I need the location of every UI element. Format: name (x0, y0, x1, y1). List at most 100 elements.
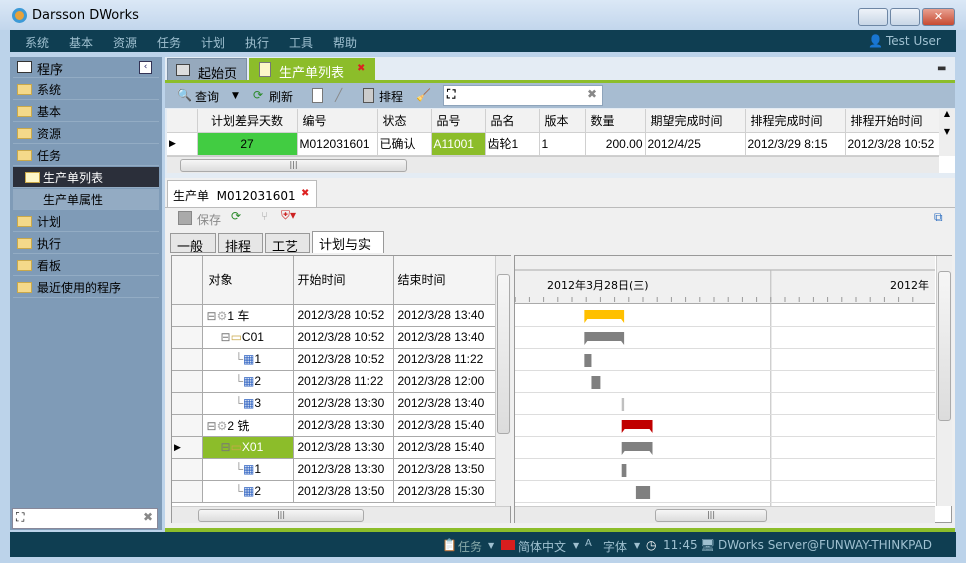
start-time-cell[interactable]: 2012/3/28 11:22 (293, 370, 394, 393)
tree-row[interactable]: ▶ ⊟▭X01 2012/3/28 13:30 2012/3/28 15:40 (172, 436, 495, 459)
tree-node[interactable]: ⊟⚙1 车 (202, 304, 294, 327)
minimize-button[interactable] (858, 8, 888, 26)
start-time-cell[interactable]: 2012/3/28 13:30 (293, 436, 394, 459)
tab-order-list[interactable]: 生产单列表 ✖ (249, 58, 375, 81)
scroll-thumb[interactable]: ||| (655, 509, 767, 522)
sidebar-item[interactable]: 生产单列表 (13, 167, 159, 188)
dropdown-icon[interactable]: ▼ (634, 541, 641, 550)
tree-row[interactable]: └▦1 2012/3/28 10:52 2012/3/28 11:22 (172, 348, 495, 371)
table-cell[interactable]: 27 (197, 132, 298, 156)
tree-node[interactable]: ⊟▭C01 (202, 326, 294, 349)
column-header[interactable]: 排程开始时间 (845, 109, 939, 133)
tab-home[interactable]: 起始页 (167, 58, 247, 82)
close-tab-icon[interactable]: ✖ (357, 63, 366, 74)
start-time-cell[interactable]: 2012/3/28 10:52 (293, 304, 394, 327)
column-header[interactable]: 编号 (297, 109, 378, 133)
tree-horizontal-scrollbar[interactable]: ||| (172, 506, 510, 523)
scroll-thumb[interactable] (938, 271, 951, 421)
tree-node[interactable]: └▦1 (202, 348, 294, 371)
scroll-thumb[interactable] (497, 274, 510, 434)
tree-row[interactable]: └▦2 2012/3/28 13:50 2012/3/28 15:30 (172, 480, 495, 503)
subtab[interactable]: 一般 (170, 233, 216, 255)
refresh-button[interactable]: 刷新 (269, 90, 294, 104)
tree-row[interactable]: ⊟⚙2 铣 2012/3/28 13:30 2012/3/28 15:40 (172, 414, 495, 437)
menu-plan[interactable]: 计划 (201, 36, 226, 50)
end-time-cell[interactable]: 2012/3/28 13:40 (393, 392, 495, 415)
edit-icon[interactable]: ╱ (335, 88, 343, 102)
sidebar-item[interactable]: 任务 (13, 145, 159, 166)
end-time-cell[interactable]: 2012/3/28 15:40 (393, 436, 495, 459)
start-time-cell[interactable]: 2012/3/28 10:52 (293, 348, 394, 371)
sidebar-item[interactable]: 生产单属性 (13, 189, 159, 210)
table-cell[interactable]: 齿轮1 (485, 132, 540, 156)
tree-node[interactable]: └▦1 (202, 458, 294, 481)
grid-horizontal-scrollbar[interactable]: ||| (167, 156, 939, 173)
menu-system[interactable]: 系统 (25, 36, 50, 50)
start-time-cell[interactable]: 2012/3/28 13:30 (293, 414, 394, 437)
scroll-thumb[interactable]: ||| (198, 509, 364, 522)
column-header[interactable]: 计划差异天数 (197, 109, 298, 133)
dropdown-icon[interactable]: ▼ (573, 541, 580, 550)
tree-node[interactable]: └▦2 (202, 370, 294, 393)
language-menu[interactable]: 简体中文 (518, 540, 567, 554)
tree-vertical-scrollbar[interactable] (495, 256, 511, 506)
maximize-button[interactable] (890, 8, 920, 26)
query-dropdown-icon[interactable]: ▼ (232, 91, 239, 101)
sidebar-item[interactable]: 执行 (13, 233, 159, 254)
tree-node[interactable]: └▦2 (202, 480, 294, 503)
collapse-sidebar-button[interactable]: ‹ (139, 61, 152, 74)
detail-tab[interactable]: 生产单 M012031601 ✖ (167, 180, 317, 207)
table-cell[interactable]: 2012/3/29 8:15 (745, 132, 846, 156)
sidebar-item[interactable]: 最近使用的程序 (13, 277, 159, 298)
clear-search-icon[interactable]: ✖ (586, 87, 597, 101)
end-time-cell[interactable]: 2012/3/28 12:00 (393, 370, 495, 393)
end-time-cell[interactable]: 2012/3/28 15:30 (393, 480, 495, 503)
column-header[interactable]: 版本 (539, 109, 586, 133)
sidebar-search[interactable]: ⛶ ✖ (12, 508, 158, 529)
user-name[interactable]: Test User (886, 34, 941, 48)
tree-node[interactable]: └▦3 (202, 392, 294, 415)
column-header[interactable]: 期望完成时间 (645, 109, 746, 133)
menu-resource[interactable]: 资源 (113, 36, 138, 50)
collapse-icon[interactable]: ⊟ (220, 440, 231, 454)
end-time-cell[interactable]: 2012/3/28 11:22 (393, 348, 495, 371)
panel-menu-icon[interactable]: ▬ (937, 63, 947, 74)
end-time-cell[interactable]: 2012/3/28 13:50 (393, 458, 495, 481)
toolbar-search-input[interactable]: ⛶ ✖ (443, 85, 603, 106)
tree-row[interactable]: └▦1 2012/3/28 13:30 2012/3/28 13:50 (172, 458, 495, 481)
table-cell[interactable]: 2012/4/25 (645, 132, 746, 156)
menu-tools[interactable]: 工具 (289, 36, 314, 50)
table-cell[interactable]: 1 (539, 132, 586, 156)
column-header[interactable]: 品号 (431, 109, 486, 133)
collapse-icon[interactable]: ⊟ (220, 330, 231, 344)
end-time-cell[interactable]: 2012/3/28 15:40 (393, 414, 495, 437)
table-cell[interactable]: 已确认 (377, 132, 432, 156)
column-header[interactable]: 品名 (485, 109, 540, 133)
dropdown-icon[interactable]: ▼ (488, 541, 495, 550)
gantt-vertical-scrollbar[interactable] (936, 256, 952, 506)
collapse-icon[interactable]: ⊟ (206, 418, 217, 433)
grid-vertical-scrollbar[interactable]: ▲ ▼ (939, 109, 955, 156)
table-cell[interactable]: M012031601 (297, 132, 378, 156)
start-time-cell[interactable]: 2012/3/28 13:30 (293, 392, 394, 415)
subtab[interactable]: 计划与实际 (312, 231, 384, 272)
task-menu[interactable]: 任务 (458, 540, 483, 554)
tree-row[interactable]: ⊟⚙1 车 2012/3/28 10:52 2012/3/28 13:40 (172, 304, 495, 327)
scroll-thumb[interactable]: ||| (180, 159, 407, 172)
tree-node[interactable]: ⊟▭X01 (202, 436, 294, 459)
collapse-icon[interactable]: ⊟ (206, 308, 217, 323)
save-button[interactable]: 保存 (197, 213, 222, 227)
column-header[interactable]: 排程完成时间 (745, 109, 846, 133)
sidebar-item[interactable]: 计划 (13, 211, 159, 232)
query-button[interactable]: 查询 (195, 90, 220, 104)
schedule-button[interactable]: 排程 (379, 90, 404, 104)
column-header-start[interactable]: 开始时间 (293, 256, 394, 305)
table-cell[interactable]: 200.00 (585, 132, 646, 156)
hierarchy-icon[interactable]: ⑂ (261, 209, 269, 223)
start-time-cell[interactable]: 2012/3/28 10:52 (293, 326, 394, 349)
column-header[interactable]: 数量 (585, 109, 646, 133)
tree-row[interactable]: └▦3 2012/3/28 13:30 2012/3/28 13:40 (172, 392, 495, 415)
menu-task[interactable]: 任务 (157, 36, 182, 50)
end-time-cell[interactable]: 2012/3/28 13:40 (393, 304, 495, 327)
popout-icon[interactable]: ⧉ (934, 210, 943, 224)
